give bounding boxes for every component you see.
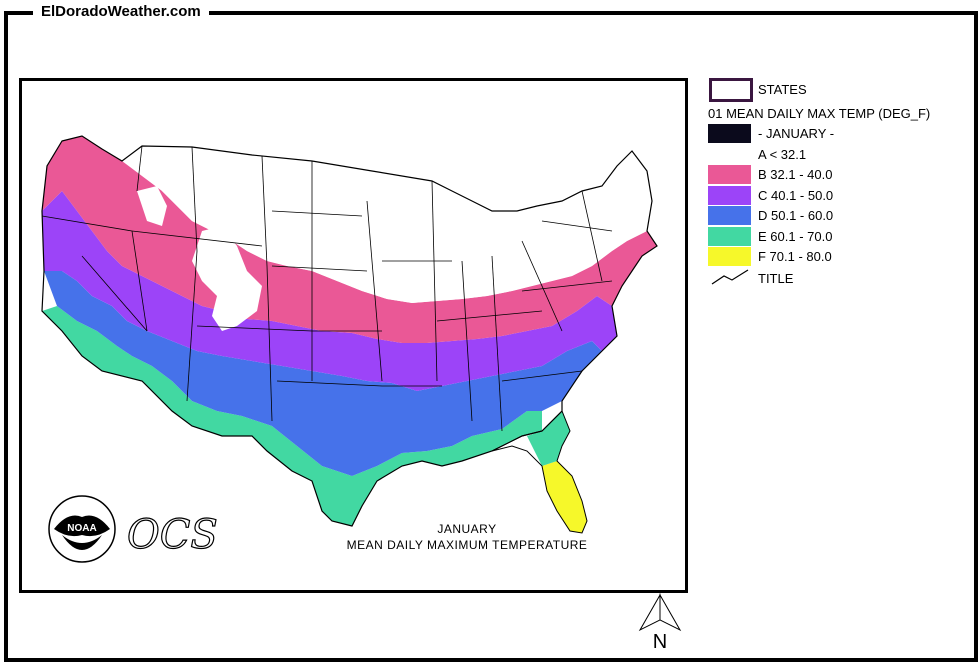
legend-class-e: E 60.1 - 70.0 [758,229,833,244]
legend-layer-title: 01 MEAN DAILY MAX TEMP (DEG_F) [708,106,931,121]
zone-f-florida [542,461,587,533]
caption-month: JANUARY [437,522,497,536]
swatch-class-e [708,227,751,246]
state-lines [41,145,613,432]
swatch-class-f [708,247,751,266]
swatch-class-c [708,186,751,205]
title-line-icon [711,269,749,285]
map-panel: NOAA OCS JANUARY MEAN DAILY MAXIMUM TEMP… [19,78,688,593]
north-label: N [653,631,667,653]
zone-d-south [44,271,602,476]
zone-c-middle [42,191,617,391]
legend-class-f: F 70.1 - 80.0 [758,249,832,264]
map-caption: JANUARY MEAN DAILY MAXIMUM TEMPERATURE [327,521,607,553]
legend-title-label: TITLE [758,271,794,286]
legend-class-c: C 40.1 - 50.0 [758,188,834,203]
legend-class-b: B 32.1 - 40.0 [758,167,833,182]
states-swatch [709,78,753,102]
temperature-map: NOAA [41,135,658,563]
us-outline [41,135,658,527]
cold-patch-rockies [192,226,262,331]
cold-patch-idaho [137,186,167,226]
north-arrow-icon: N [638,593,682,653]
noaa-logo: NOAA [48,495,116,563]
swatch-class-b [708,165,751,184]
zone-b-north [42,136,657,343]
legend-states-label: STATES [758,82,807,97]
zone-a-north-cold [142,143,652,303]
swatch-class-a [708,124,751,143]
site-title[interactable]: ElDoradoWeather.com [33,2,209,22]
swatch-class-d [708,206,751,225]
noaa-text: NOAA [67,523,96,534]
ocs-logo-text: OCS [126,512,218,558]
zone-e-florida [527,411,570,466]
legend-period-label: - JANUARY - [758,126,835,141]
legend-class-a: A < 32.1 [758,147,807,162]
caption-title: MEAN DAILY MAXIMUM TEMPERATURE [346,538,588,552]
legend-class-d: D 50.1 - 60.0 [758,208,834,223]
